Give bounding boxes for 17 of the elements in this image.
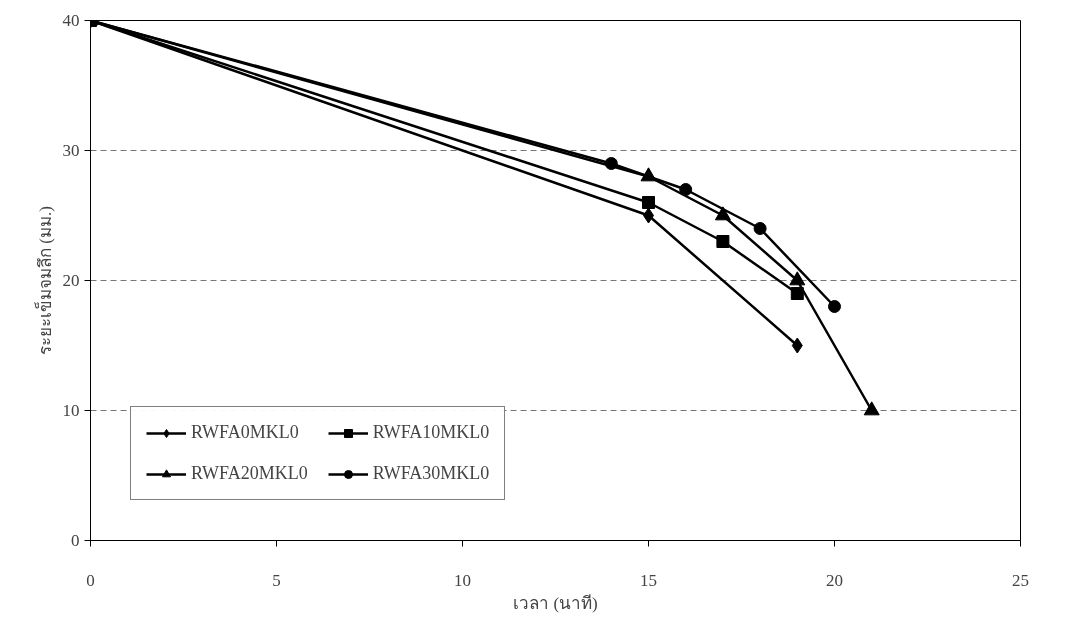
legend-label: RWFA10MKL0 [372,422,490,443]
y-axis-title: ระยะเข็มจมลึก (มม.) [33,206,55,355]
x-tick-label: 0 [86,570,95,590]
x-tick-label: 15 [640,570,657,590]
y-tick-label: 30 [62,141,80,160]
y-tick-label: 20 [62,271,80,290]
x-tick-label: 5 [272,570,281,590]
x-axis-title: เวลา (นาที) [513,593,598,613]
legend-label: RWFA0MKL0 [191,422,299,443]
x-tick-label: 10 [454,570,471,590]
y-tick-label: 10 [62,401,80,420]
legend-label: RWFA20MKL0 [191,463,308,484]
legend-label: RWFA30MKL0 [372,463,490,484]
x-tick-label: 25 [1012,570,1029,590]
x-tick-label: 20 [826,570,843,590]
y-tick-label: 40 [62,11,80,30]
y-tick-label: 0 [71,531,80,550]
